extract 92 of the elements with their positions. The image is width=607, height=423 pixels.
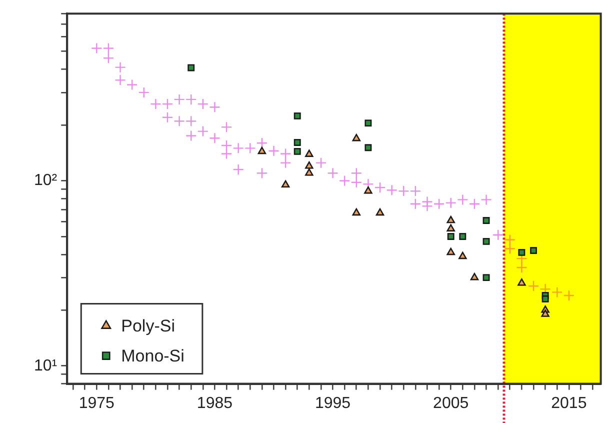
point (482, 274, 490, 282)
point (518, 278, 526, 286)
point (504, 234, 516, 246)
point (197, 126, 209, 137)
point (186, 130, 197, 142)
point (280, 148, 292, 160)
point (188, 64, 195, 72)
point (338, 175, 350, 186)
point (518, 248, 526, 256)
point (102, 52, 114, 64)
point (410, 198, 422, 210)
y-tick-label: 10¹ (34, 357, 58, 374)
point (492, 229, 504, 240)
y-tick-label: 10² (34, 172, 58, 190)
point (459, 233, 466, 240)
point (364, 144, 372, 152)
point (174, 116, 185, 127)
point (91, 42, 102, 54)
point (305, 161, 314, 169)
point (552, 286, 563, 298)
point (126, 79, 138, 90)
point (374, 182, 386, 194)
point (174, 94, 185, 106)
point (294, 112, 301, 120)
point (482, 238, 490, 245)
point (220, 121, 232, 133)
point (446, 216, 455, 224)
x-tick-label: 2005 (433, 394, 469, 412)
legend-label: Mono-Si (121, 346, 184, 366)
point (197, 98, 209, 110)
x-tick-label: 2015 (551, 394, 587, 412)
point (457, 194, 468, 206)
point (114, 62, 126, 73)
point (364, 186, 372, 194)
point (433, 198, 445, 210)
point (294, 148, 301, 155)
point (445, 197, 456, 208)
point (327, 168, 338, 179)
point (563, 290, 575, 302)
point (422, 200, 433, 212)
point (294, 139, 301, 146)
point (528, 280, 540, 292)
point (447, 233, 454, 240)
point (256, 137, 268, 149)
point (186, 94, 197, 106)
point (446, 224, 455, 232)
point (542, 295, 549, 302)
point (150, 98, 162, 110)
point (305, 150, 314, 157)
point (209, 102, 220, 113)
point (458, 252, 467, 260)
x-tick-label: 1975 (78, 394, 115, 412)
point (398, 185, 410, 197)
point (504, 243, 516, 254)
legend-label: Poly-Si (121, 316, 175, 336)
point (480, 194, 492, 206)
point (315, 157, 327, 168)
point (209, 132, 220, 144)
point (138, 86, 150, 98)
point (162, 98, 174, 110)
point (530, 247, 537, 254)
point (364, 120, 372, 127)
point (244, 142, 256, 154)
point (386, 184, 398, 196)
point (350, 168, 362, 179)
point (281, 180, 290, 188)
point (541, 310, 550, 317)
point (268, 145, 280, 156)
point (305, 168, 314, 176)
point (162, 112, 174, 123)
point (350, 176, 362, 188)
point (482, 217, 490, 224)
point (446, 248, 455, 256)
x-tick-label: 1985 (196, 394, 233, 412)
point (186, 116, 197, 127)
point (102, 42, 114, 54)
point (220, 148, 232, 160)
x-tick-label: 1995 (314, 394, 351, 412)
point (352, 208, 361, 216)
point (258, 146, 266, 154)
point (232, 142, 244, 154)
point (256, 168, 268, 179)
point (470, 272, 479, 280)
point (468, 198, 480, 210)
point (220, 140, 232, 152)
point (232, 164, 244, 176)
point (410, 185, 422, 197)
point (114, 74, 126, 86)
point (280, 157, 292, 168)
point (376, 208, 384, 216)
point (352, 134, 361, 142)
point (516, 262, 528, 274)
